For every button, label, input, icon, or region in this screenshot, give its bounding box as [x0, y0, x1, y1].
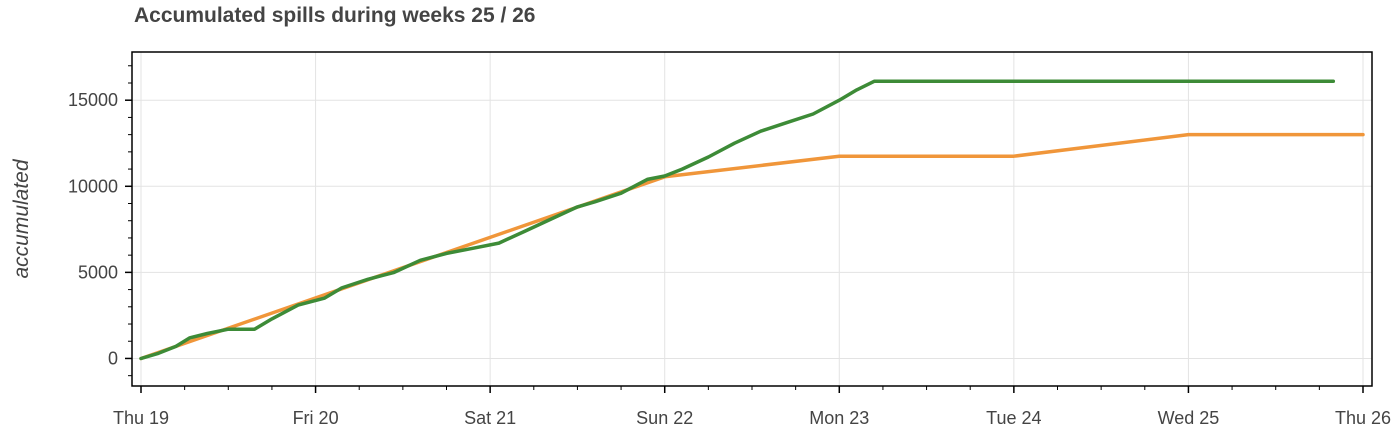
chart-title: Accumulated spills during weeks 25 / 26 — [134, 4, 536, 27]
x-tick-label: Fri 20 — [293, 408, 339, 428]
x-tick-label: Sun 22 — [636, 408, 693, 428]
series-group — [139, 79, 1365, 361]
grid — [132, 52, 1372, 386]
y-tick-label: 10000 — [68, 176, 118, 196]
plot-frame — [131, 51, 1373, 387]
y-axis-label: accumulated — [10, 158, 33, 278]
axes: Thu 19 Fri 20 Sat 21 Sun 22 Mon 23 Tue 24 Wed … — [68, 65, 1391, 428]
series-line-1 — [139, 132, 1365, 361]
y-tick-label: 15000 — [68, 90, 118, 110]
y-tick-label: 5000 — [78, 262, 118, 282]
x-tick-label: Thu 26 — [1335, 408, 1391, 428]
y-tick-label: 0 — [108, 348, 118, 368]
x-tick-label: Mon 23 — [809, 408, 869, 428]
series-line-2 — [139, 79, 1336, 361]
x-tick-label: Tue 24 — [986, 408, 1041, 428]
x-tick-label: Thu 19 — [113, 408, 169, 428]
x-tick-label: Sat 21 — [464, 408, 516, 428]
x-tick-label: Wed 25 — [1158, 408, 1220, 428]
